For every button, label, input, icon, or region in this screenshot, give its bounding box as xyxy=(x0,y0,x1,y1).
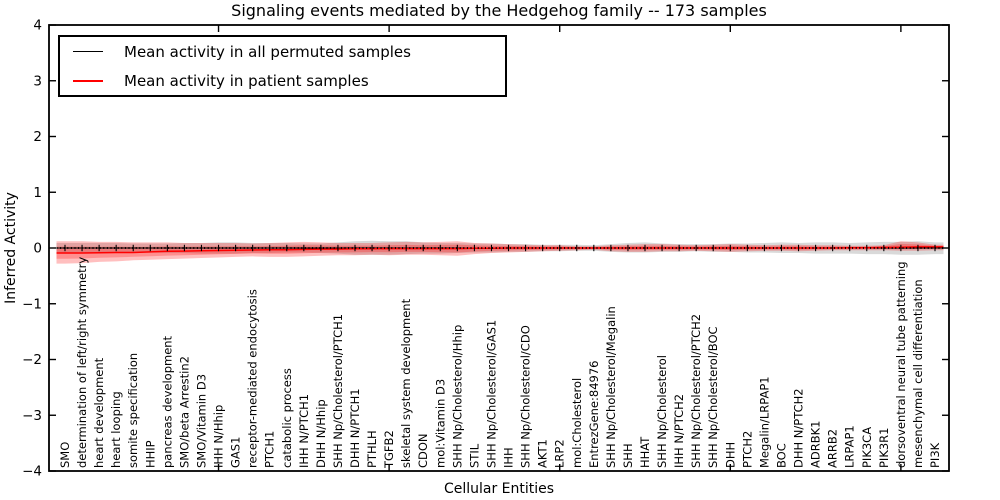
x-category-label: Megalin/LRPAP1 xyxy=(757,376,771,468)
legend-item-permuted: Mean activity in all permuted samples xyxy=(60,40,505,64)
y-tick-label: −3 xyxy=(22,408,42,424)
y-tick-label: −2 xyxy=(22,352,42,368)
x-category-label: HHIP xyxy=(143,440,157,468)
x-category-label: SHH Np/Cholesterol/Megalin xyxy=(604,306,618,468)
x-category-label: IHH N/PTCH2 xyxy=(672,394,686,468)
x-category-label: PIK3R1 xyxy=(877,428,891,469)
x-category-label: somite specification xyxy=(126,353,140,468)
legend-label: Mean activity in patient samples xyxy=(124,71,369,90)
y-tick-label: −4 xyxy=(22,464,42,480)
x-category-label: catabolic process xyxy=(280,368,294,468)
x-category-label: PTHLH xyxy=(365,430,379,468)
x-category-label: DHH N/PTCH1 xyxy=(348,388,362,468)
x-category-label: heart development xyxy=(92,357,106,468)
x-category-label: skeletal system development xyxy=(399,298,413,468)
y-tick-label: −1 xyxy=(22,296,42,312)
y-tick-label: 2 xyxy=(33,129,42,145)
x-category-label: IHH N/Hhip xyxy=(212,405,226,468)
x-category-label: DHH xyxy=(723,442,737,468)
x-category-label: ADRBK1 xyxy=(809,421,823,468)
legend-line-sample-red xyxy=(73,79,103,82)
x-category-label: PTCH2 xyxy=(740,431,754,468)
x-category-label: SHH Np/Cholesterol/PTCH1 xyxy=(331,314,345,468)
x-category-label: mol:Vitamin D3 xyxy=(433,379,447,468)
x-category-label: SHH Np/Cholesterol/BOC xyxy=(706,326,720,468)
x-category-label: mesenchymal cell differentiation xyxy=(911,279,925,468)
x-category-label: SHH Np/Cholesterol/Hhip xyxy=(450,325,464,468)
x-category-label: SMO/beta Arrestin2 xyxy=(177,356,191,468)
x-category-label: SHH Np/Cholesterol/GAS1 xyxy=(485,320,499,468)
x-category-label: DHH N/Hhip xyxy=(314,399,328,468)
x-category-label: IHH xyxy=(502,447,516,468)
x-category-label: ARRB2 xyxy=(826,429,840,468)
legend-item-patient: Mean activity in patient samples xyxy=(60,69,505,93)
x-category-label: pancreas development xyxy=(160,335,174,468)
x-category-label: TGFB2 xyxy=(382,430,396,469)
x-axis-label: Cellular Entities xyxy=(443,481,555,497)
x-category-label: mol:Cholesterol xyxy=(570,378,584,468)
y-axis-label: Inferred Activity xyxy=(3,192,19,304)
x-category-label: SHH Np/Cholesterol xyxy=(655,355,669,468)
y-tick-label: 4 xyxy=(33,18,42,34)
y-tick-label: 0 xyxy=(33,241,42,257)
x-category-label: STIL xyxy=(467,443,481,468)
x-category-label: SMO/Vitamin D3 xyxy=(195,374,209,468)
x-category-label: dorsoventral neural tube patterning xyxy=(894,261,908,468)
x-category-label: heart looping xyxy=(109,391,123,468)
x-category-label: HHAT xyxy=(638,436,652,468)
x-category-label: AKT1 xyxy=(536,439,550,468)
x-category-label: PIK3CA xyxy=(860,427,874,468)
patient-std-band-outer xyxy=(56,241,944,264)
x-category-label: IHH N/PTCH1 xyxy=(297,394,311,468)
x-category-label: LRPAP1 xyxy=(843,425,857,468)
x-category-label: PI3K xyxy=(928,442,942,468)
x-category-label: GAS1 xyxy=(229,437,243,468)
x-category-label: BOC xyxy=(775,443,789,468)
y-tick-label: 3 xyxy=(33,73,42,89)
x-category-label: SHH xyxy=(621,443,635,468)
legend: Mean activity in all permuted samples Me… xyxy=(58,35,507,97)
legend-label: Mean activity in all permuted samples xyxy=(124,42,411,61)
x-category-label: receptor-mediated endocytosis xyxy=(246,289,260,468)
x-category-label: LRP2 xyxy=(553,439,567,468)
chart-title: Signaling events mediated by the Hedgeho… xyxy=(231,1,767,20)
x-category-label: SHH Np/Cholesterol/CDO xyxy=(519,325,533,468)
x-category-label: determination of left/right symmetry xyxy=(75,257,89,468)
x-category-label: SHH Np/Cholesterol/PTCH2 xyxy=(689,314,703,468)
x-category-label: DHH N/PTCH2 xyxy=(792,388,806,468)
legend-line-sample-black xyxy=(73,51,103,52)
y-tick-label: 1 xyxy=(33,185,42,201)
x-category-label: EntrezGene:84976 xyxy=(587,361,601,468)
x-category-label: CDON xyxy=(416,433,430,468)
x-category-label: SMO xyxy=(58,442,72,468)
x-category-label: PTCH1 xyxy=(263,431,277,468)
